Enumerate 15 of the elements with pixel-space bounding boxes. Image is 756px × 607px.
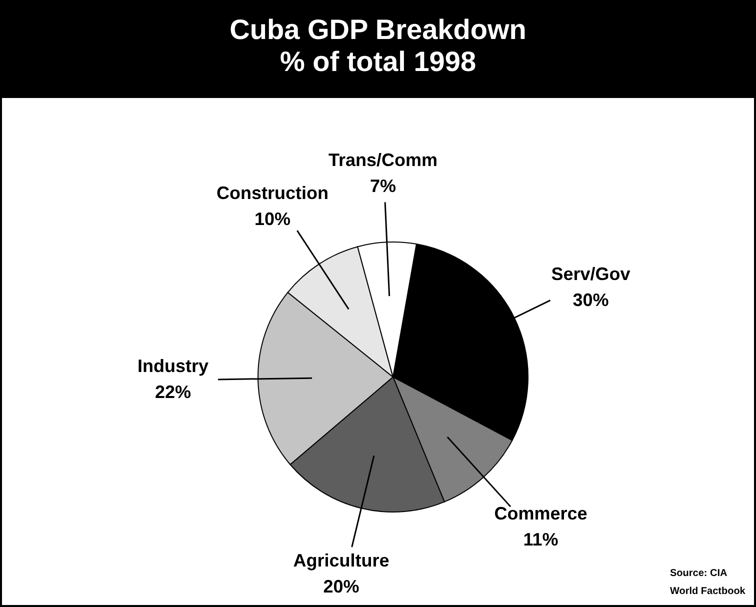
data-label: 10% <box>254 209 291 230</box>
slice-label: Agriculture <box>293 550 390 570</box>
slice-label: Industry <box>138 356 209 376</box>
data-label: 7% <box>370 176 396 196</box>
data-label: 30% <box>572 290 609 310</box>
chart-subtitle: % of total 1998 <box>278 46 478 78</box>
source-note: Source: CIA World Factbook <box>670 567 746 599</box>
slice-label: Construction <box>216 183 329 204</box>
chart-title: Cuba GDP Breakdown <box>228 14 528 46</box>
data-label: 22% <box>155 382 192 402</box>
data-label: 11% <box>523 529 558 550</box>
slice-label: Trans/Comm <box>328 150 438 170</box>
slice-label: Serv/Gov <box>551 264 630 284</box>
slice-label: Commerce <box>494 503 588 524</box>
data-label: 20% <box>323 576 360 596</box>
